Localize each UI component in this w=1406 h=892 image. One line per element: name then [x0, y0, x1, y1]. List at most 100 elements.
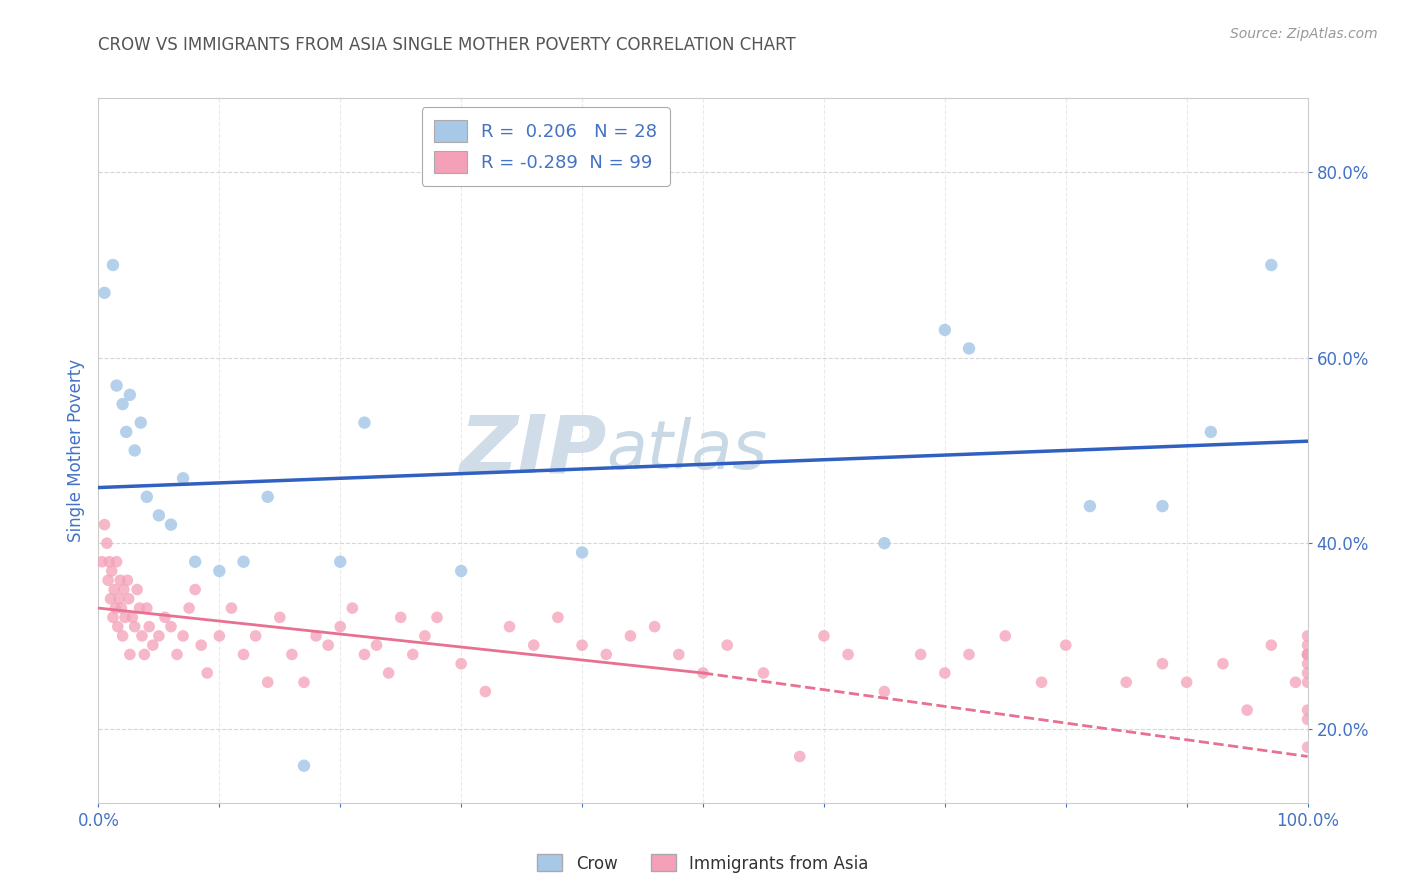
Point [142, 638, 165, 652]
Point [934, 323, 956, 337]
Point [114, 610, 136, 624]
Point [571, 638, 593, 652]
Point [1031, 675, 1053, 690]
Point [108, 574, 131, 588]
Point [1296, 629, 1319, 643]
Point [160, 517, 183, 532]
Point [752, 665, 775, 680]
Point [1115, 675, 1137, 690]
Point [281, 648, 304, 662]
Point [129, 416, 152, 430]
Point [450, 564, 472, 578]
Point [1260, 638, 1282, 652]
Point [127, 582, 149, 597]
Point [124, 619, 146, 633]
Point [148, 629, 170, 643]
Point [1296, 740, 1319, 755]
Point [413, 629, 436, 643]
Point [134, 648, 156, 662]
Point [353, 416, 375, 430]
Point [571, 545, 593, 559]
Point [353, 648, 375, 662]
Point [547, 610, 569, 624]
Point [305, 629, 328, 643]
Point [1054, 638, 1077, 652]
Point [957, 342, 980, 356]
Point [450, 657, 472, 671]
Point [316, 638, 339, 652]
Point [716, 638, 738, 652]
Point [110, 601, 132, 615]
Point [523, 638, 546, 652]
Point [118, 388, 141, 402]
Point [93, 285, 115, 300]
Point [1175, 675, 1198, 690]
Point [107, 619, 129, 633]
Point [184, 582, 207, 597]
Point [245, 629, 267, 643]
Point [668, 648, 690, 662]
Point [138, 619, 160, 633]
Point [994, 629, 1017, 643]
Point [195, 665, 218, 680]
Point [1296, 665, 1319, 680]
Point [837, 648, 859, 662]
Point [329, 555, 352, 569]
Point [101, 258, 124, 272]
Point [1296, 657, 1319, 671]
Point [1296, 712, 1319, 726]
Text: ZIP: ZIP [458, 411, 606, 490]
Point [208, 629, 231, 643]
Point [108, 591, 131, 606]
Point [148, 508, 170, 523]
Point [172, 629, 194, 643]
Point [184, 555, 207, 569]
Point [208, 564, 231, 578]
Point [1078, 499, 1101, 513]
Text: atlas: atlas [606, 417, 768, 483]
Point [104, 601, 127, 615]
Point [105, 378, 128, 392]
Point [619, 629, 641, 643]
Point [1199, 425, 1222, 439]
Point [644, 619, 666, 633]
Point [1296, 638, 1319, 652]
Point [498, 619, 520, 633]
Point [190, 638, 212, 652]
Point [91, 555, 114, 569]
Point [910, 648, 932, 662]
Point [111, 397, 134, 411]
Point [131, 629, 153, 643]
Point [97, 574, 120, 588]
Point [1152, 499, 1174, 513]
Point [873, 536, 896, 550]
Point [172, 471, 194, 485]
Point [1296, 648, 1319, 662]
Point [789, 749, 811, 764]
Point [135, 601, 157, 615]
Point [93, 517, 115, 532]
Point [1236, 703, 1258, 717]
Point [100, 564, 122, 578]
Point [873, 684, 896, 698]
Point [1296, 675, 1319, 690]
Point [595, 648, 617, 662]
Point [232, 648, 254, 662]
Legend: R =  0.206   N = 28, R = -0.289  N = 99: R = 0.206 N = 28, R = -0.289 N = 99 [422, 107, 669, 186]
Point [105, 555, 128, 569]
Point [121, 610, 143, 624]
Point [402, 648, 425, 662]
Point [103, 582, 125, 597]
Point [292, 758, 315, 772]
Point [934, 665, 956, 680]
Point [366, 638, 388, 652]
Point [1296, 648, 1319, 662]
Point [221, 601, 243, 615]
Point [101, 610, 124, 624]
Point [160, 619, 183, 633]
Point [115, 425, 138, 439]
Point [1296, 703, 1319, 717]
Point [329, 619, 352, 633]
Point [1296, 648, 1319, 662]
Point [135, 490, 157, 504]
